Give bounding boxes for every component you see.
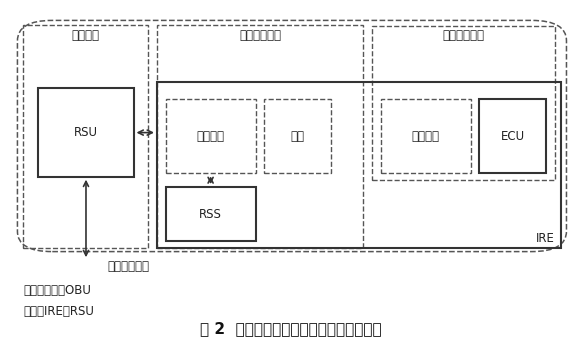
Bar xyxy=(372,26,555,180)
Text: 智能计算能力: 智能计算能力 xyxy=(239,29,281,42)
Bar xyxy=(381,99,471,173)
Text: 图 2  智能路侧设备的物理系统与逻辑功能: 图 2 智能路侧设备的物理系统与逻辑功能 xyxy=(200,322,381,337)
Text: 通信能力: 通信能力 xyxy=(71,29,100,42)
Text: 数据交互通道: 数据交互通道 xyxy=(107,260,149,273)
Text: RSS: RSS xyxy=(199,208,222,221)
Text: 设备管理能力: 设备管理能力 xyxy=(442,29,485,42)
Bar xyxy=(23,26,148,248)
Text: RSU: RSU xyxy=(74,126,98,139)
Bar xyxy=(166,99,256,173)
Bar xyxy=(264,99,331,173)
Text: 计算平台: 计算平台 xyxy=(196,130,225,142)
Bar xyxy=(157,26,363,248)
Bar xyxy=(38,88,134,177)
Text: 或其它IRE的RSU: 或其它IRE的RSU xyxy=(23,305,94,318)
Text: 管理软件: 管理软件 xyxy=(411,130,440,142)
Bar xyxy=(166,187,256,241)
Text: ECU: ECU xyxy=(501,130,525,142)
Text: 交通参与者的OBU: 交通参与者的OBU xyxy=(23,284,91,297)
Text: 算法: 算法 xyxy=(290,130,305,142)
Bar xyxy=(479,99,546,173)
Bar xyxy=(157,82,561,248)
Text: IRE: IRE xyxy=(536,232,555,245)
